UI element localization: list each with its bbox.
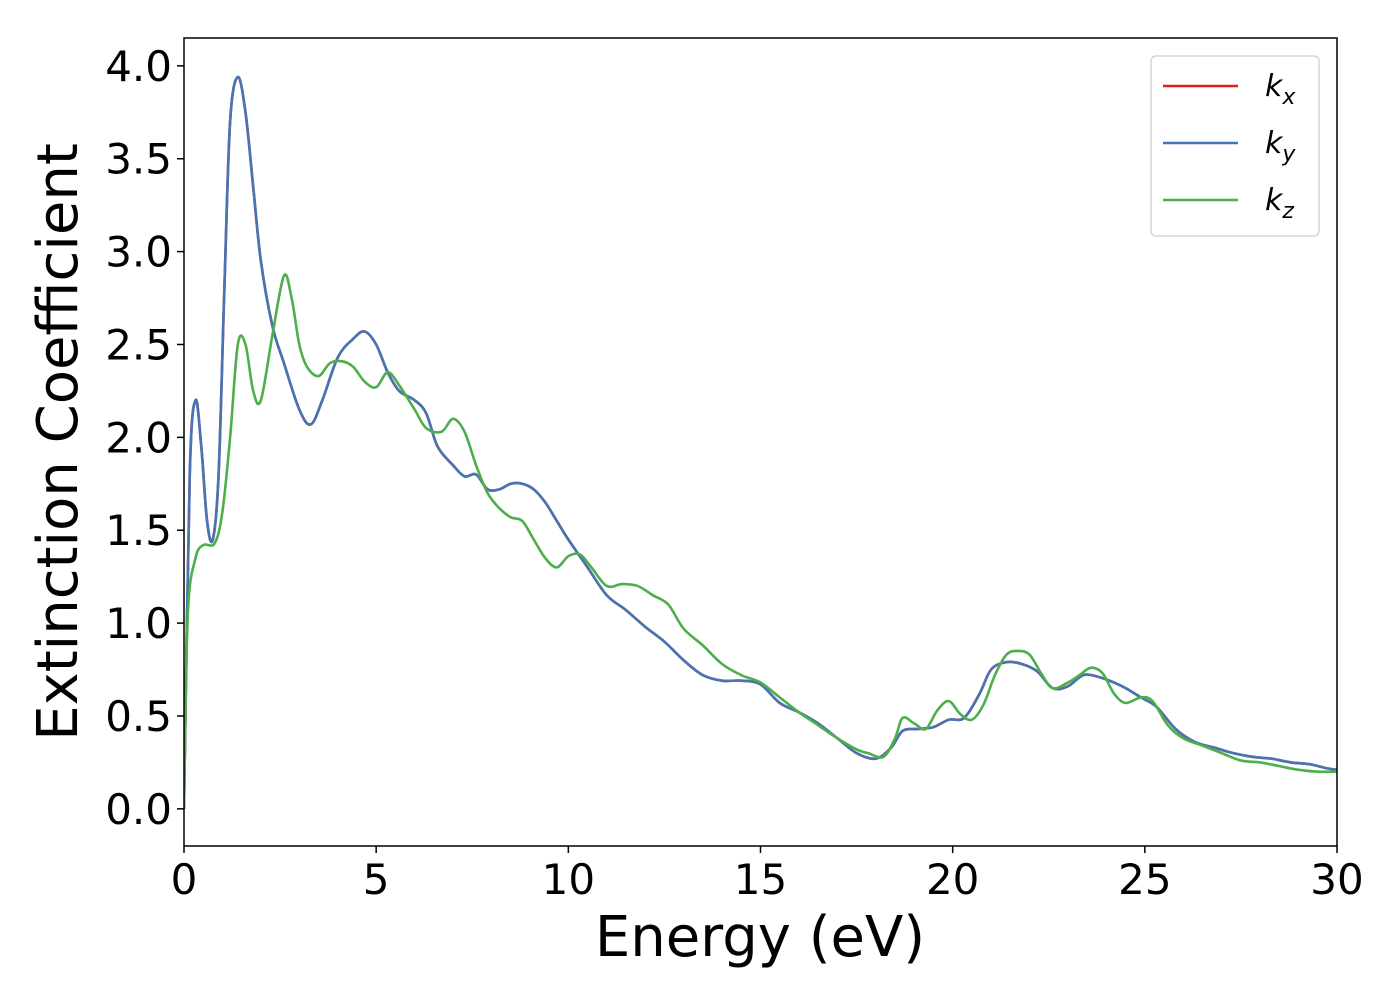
y-tick-label: 0.5 [105, 692, 172, 741]
y-tick-label: 2.0 [105, 413, 172, 462]
series-layer [184, 75, 1337, 809]
legend-label-subscript: x [1281, 85, 1296, 110]
series-line-z [184, 273, 1337, 809]
legend-label-y: ky [1265, 126, 1296, 167]
x-tick-label: 5 [363, 855, 390, 904]
x-tick-label: 20 [926, 855, 979, 904]
legend-label-base: k [1265, 183, 1284, 218]
x-tick-label: 30 [1310, 855, 1363, 904]
x-tick-label: 25 [1118, 855, 1171, 904]
legend-label-z: kz [1265, 183, 1294, 224]
x-tick-label: 15 [734, 855, 787, 904]
x-tick-label: 10 [542, 855, 595, 904]
y-tick-label: 3.5 [105, 135, 172, 184]
y-tick-label: 3.0 [105, 228, 172, 277]
x-axis-title: Energy (eV) [595, 905, 925, 970]
y-tick-label: 1.5 [105, 506, 172, 555]
y-tick-label: 4.0 [105, 42, 172, 91]
legend-label-subscript: z [1281, 199, 1294, 224]
x-tick-label: 0 [171, 855, 198, 904]
y-tick-label: 0.0 [105, 785, 172, 834]
legend-label-x: kx [1265, 69, 1296, 110]
legend-label-subscript: y [1281, 142, 1296, 167]
series-line-y [184, 75, 1337, 809]
y-axis-title: Extinction Coefficient [26, 143, 91, 741]
y-tick-label: 1.0 [105, 599, 172, 648]
y-axis: 0.0 0.5 1.0 1.5 2.0 2.5 3.0 3.5 4.0 [105, 42, 184, 834]
legend-label-base: k [1265, 69, 1284, 104]
x-axis: 0 5 10 15 20 25 30 [171, 846, 1364, 904]
legend-label-base: k [1265, 126, 1284, 161]
legend-box [1150, 55, 1320, 237]
y-tick-label: 2.5 [105, 320, 172, 369]
